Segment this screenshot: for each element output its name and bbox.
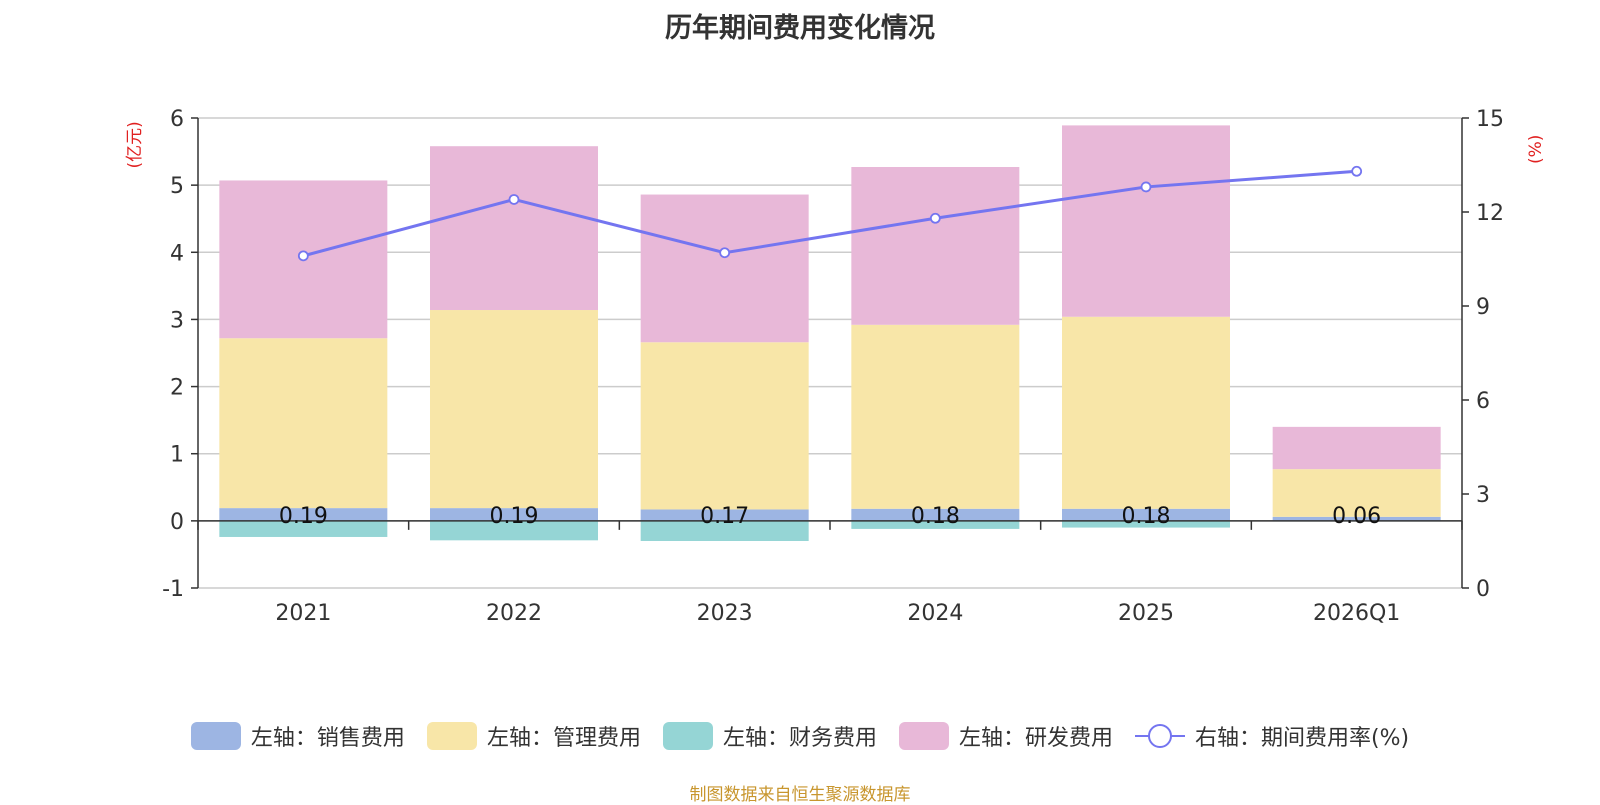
bar-rd-2022 xyxy=(430,146,598,311)
x-axis-category-label: 2024 xyxy=(907,601,963,626)
left-axis-tick-label: 6 xyxy=(170,107,184,132)
bar-rd-2023 xyxy=(640,194,809,343)
expense-rate-line xyxy=(302,169,1357,258)
legend-item-finance[interactable]: 左轴：财务费用 xyxy=(662,720,877,752)
x-axis-category-label: 2021 xyxy=(275,601,331,626)
data-label-sales-2025: 0.18 xyxy=(1122,504,1171,529)
left-axis-unit-label: (亿元) xyxy=(125,121,145,168)
right-axis-unit-label: (%) xyxy=(1526,135,1546,164)
bar-finance-2022 xyxy=(430,520,598,541)
left-axis-tick-label: -1 xyxy=(162,577,184,602)
bar-sales-2025 xyxy=(1062,508,1230,521)
right-axis-tick-label: 12 xyxy=(1476,201,1504,226)
legend-item-admin[interactable]: 左轴：管理费用 xyxy=(426,720,641,752)
legend-label-rd: 左轴：研发费用 xyxy=(958,726,1113,751)
legend: 左轴：销售费用 左轴：管理费用 左轴：财务费用 左轴：研发费用 右轴：期间费用率… xyxy=(0,720,1600,752)
expense-rate-point-2021 xyxy=(297,250,309,262)
right-axis-tick-label: 0 xyxy=(1476,577,1490,602)
left-axis-tick-label: 5 xyxy=(170,174,184,199)
data-label-sales-2026Q1: 0.06 xyxy=(1332,504,1381,529)
data-label-sales-2024: 0.18 xyxy=(911,504,960,529)
left-axis-tick-label: 4 xyxy=(170,241,184,266)
right-axis-tick-label: 6 xyxy=(1476,389,1490,414)
expense-rate-point-2026Q1 xyxy=(1351,165,1363,177)
bar-sales-2023 xyxy=(640,509,809,521)
bar-rd-2024 xyxy=(851,167,1020,325)
data-label-sales-2023: 0.17 xyxy=(700,504,749,529)
expense-rate-point-2025 xyxy=(1140,181,1152,193)
bar-sales-2024 xyxy=(851,508,1020,521)
bar-sales-2022 xyxy=(430,508,598,521)
right-axis-tick-label: 3 xyxy=(1476,483,1490,508)
x-axis-category-label: 2026Q1 xyxy=(1313,601,1400,626)
legend-item-rd[interactable]: 左轴：研发费用 xyxy=(898,720,1113,752)
left-axis-tick-label: 3 xyxy=(170,308,184,333)
legend-swatch-rd xyxy=(898,722,949,750)
legend-swatch-expense-rate xyxy=(1134,722,1185,750)
x-axis-category-label: 2023 xyxy=(697,601,753,626)
bar-sales-2026Q1 xyxy=(1272,516,1441,521)
bar-admin-2021 xyxy=(219,338,388,509)
bar-admin-2023 xyxy=(640,342,809,510)
bar-admin-2025 xyxy=(1062,316,1230,509)
expense-rate-point-2022 xyxy=(508,194,520,205)
legend-item-sales[interactable]: 左轴：销售费用 xyxy=(190,720,405,752)
chart-title: 历年期间费用变化情况 xyxy=(665,13,935,44)
left-axis-tick-label: 1 xyxy=(170,443,184,468)
bar-finance-2021 xyxy=(219,520,388,537)
bar-sales-2021 xyxy=(219,508,388,521)
bar-admin-2024 xyxy=(851,324,1020,509)
x-axis-category-label: 2022 xyxy=(486,601,542,626)
left-axis-tick-label: 2 xyxy=(170,376,184,401)
legend-label-finance: 左轴：财务费用 xyxy=(722,726,877,751)
legend-swatch-sales xyxy=(190,722,241,750)
bar-rd-2025 xyxy=(1062,125,1230,317)
legend-item-expense-rate[interactable]: 右轴：期间费用率(%) xyxy=(1134,720,1410,752)
right-axis-tick-label: 9 xyxy=(1476,295,1490,320)
legend-label-admin: 左轴：管理费用 xyxy=(486,726,641,751)
expense-rate-point-2024 xyxy=(929,212,941,224)
bar-finance-2025 xyxy=(1062,520,1230,528)
left-axis-tick-label: 0 xyxy=(170,510,184,535)
legend-label-expense-rate: 右轴：期间费用率(%) xyxy=(1194,726,1410,751)
bar-rd-2026Q1 xyxy=(1272,426,1441,470)
legend-swatch-finance xyxy=(662,722,713,750)
data-label-sales-2021: 0.19 xyxy=(279,504,328,529)
bar-admin-2022 xyxy=(430,310,598,509)
bar-finance-2024 xyxy=(851,520,1020,529)
expense-rate-point-2023 xyxy=(719,247,731,259)
bar-admin-2026Q1 xyxy=(1272,469,1441,517)
bar-finance-2023 xyxy=(640,520,809,541)
data-label-sales-2022: 0.19 xyxy=(490,504,539,529)
legend-swatch-admin xyxy=(426,722,477,750)
legend-label-sales: 左轴：销售费用 xyxy=(250,726,405,751)
x-axis-category-label: 2025 xyxy=(1118,601,1174,626)
source-footer: 制图数据来自恒生聚源数据库 xyxy=(689,785,911,805)
right-axis-tick-label: 15 xyxy=(1476,107,1504,132)
